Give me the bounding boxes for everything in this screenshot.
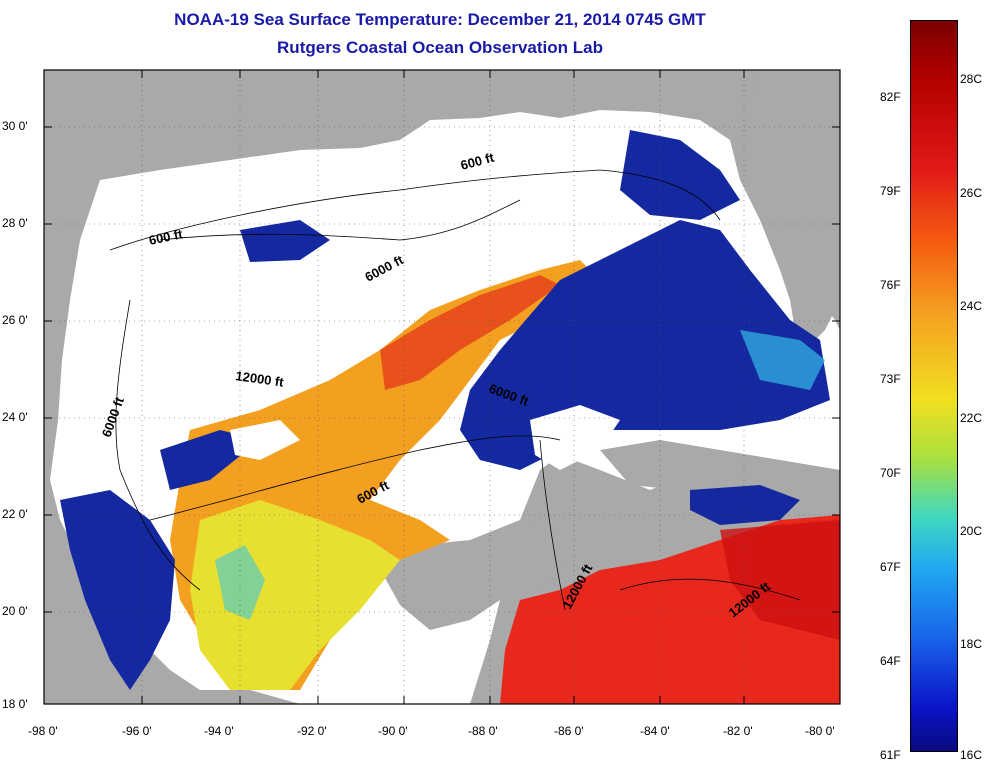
cbar-label-26c: 26C	[960, 186, 983, 200]
map-title: NOAA-19 Sea Surface Temperature: Decembe…	[174, 10, 706, 29]
lon-label-92: -92 0'	[297, 724, 327, 738]
lon-label-90: -90 0'	[378, 724, 408, 738]
lat-label-30: 30 0'	[2, 119, 28, 133]
sst-cool-west	[60, 490, 175, 690]
cbar-label-79f: 79F	[880, 184, 901, 198]
lon-label-96: -96 0'	[122, 724, 152, 738]
cbar-label-22c: 22C	[960, 411, 983, 425]
lon-label-98: -98 0'	[28, 724, 58, 738]
cbar-label-28c: 28C	[960, 72, 983, 86]
contour-label-600-west: 600 ft	[148, 226, 185, 248]
florida	[730, 70, 840, 345]
sst-cool-east	[460, 220, 830, 470]
cbar-label-82f: 82F	[880, 90, 901, 104]
lon-ticks	[141, 70, 745, 704]
cbar-label-16c: 16C	[960, 748, 983, 762]
sst-cool-north-patch	[240, 220, 330, 262]
lat-label-28: 28 0'	[2, 216, 28, 230]
cbar-label-18c: 18C	[960, 637, 983, 651]
lon-label-88: -88 0'	[468, 724, 498, 738]
cbar-label-20c: 20C	[960, 524, 983, 538]
cbar-label-64f: 64F	[880, 654, 901, 668]
lon-label-86: -86 0'	[554, 724, 584, 738]
lon-label-82: -82 0'	[723, 724, 753, 738]
cloud-patch-1	[530, 405, 620, 470]
sst-loop-core	[380, 275, 560, 390]
cbar-label-24c: 24C	[960, 299, 983, 313]
sst-coastal-cyan	[740, 330, 825, 390]
lat-label-22: 22 0'	[2, 507, 28, 521]
lon-label-84: -84 0'	[640, 724, 670, 738]
cbar-label-73f: 73F	[880, 372, 901, 386]
temperature-colorbar	[910, 20, 958, 752]
cbar-label-76f: 76F	[880, 278, 901, 292]
sst-cyan-patches	[215, 545, 265, 620]
map-frame	[43, 69, 841, 705]
lat-label-26: 26 0'	[2, 313, 28, 327]
lat-label-18: 18 0'	[2, 697, 28, 711]
lon-label-94: -94 0'	[204, 724, 234, 738]
bathymetry-contours	[109, 169, 801, 611]
lat-label-24: 24 0'	[2, 410, 28, 424]
cloud-patch-2	[230, 420, 300, 460]
lat-label-20: 20 0'	[2, 604, 28, 618]
contour-label-12000-center: 12000 ft	[235, 368, 286, 390]
sst-cool-yucatan	[690, 485, 800, 525]
sst-cool-northeast	[620, 130, 740, 220]
cbar-label-70f: 70F	[880, 466, 901, 480]
sst-caribbean-hot	[720, 520, 840, 640]
lat-ticks	[44, 126, 840, 613]
graticule	[44, 70, 840, 704]
cbar-label-67f: 67F	[880, 560, 901, 574]
lon-label-80: -80 0'	[805, 724, 835, 738]
cbar-label-61f: 61F	[880, 748, 901, 762]
map-subtitle: Rutgers Coastal Ocean Observation Lab	[277, 38, 603, 57]
cuba	[600, 440, 840, 505]
